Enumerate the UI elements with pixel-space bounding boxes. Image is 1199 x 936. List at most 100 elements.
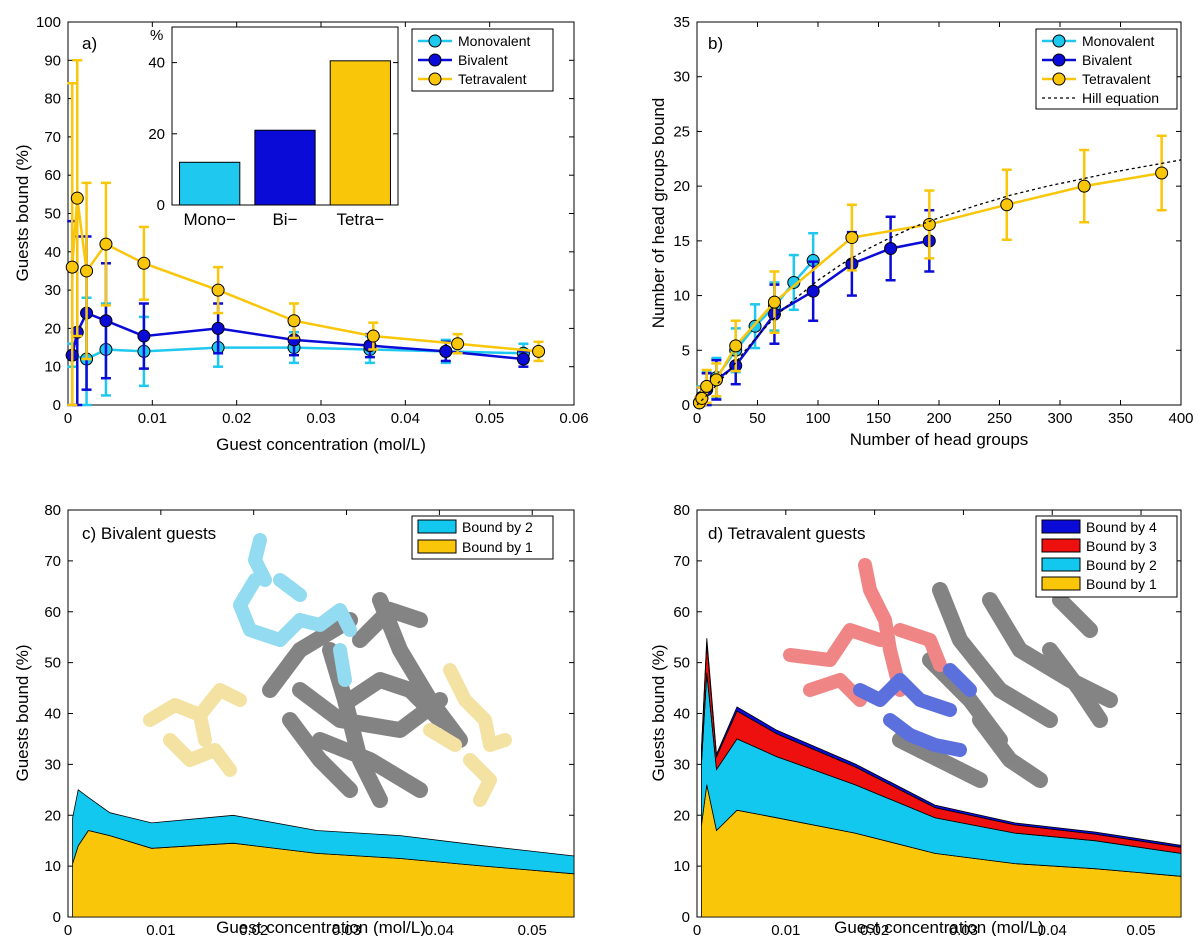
panel-a-legend: Monovalent Bivalent Tetravalent [411, 28, 554, 92]
panel-d-area-bound-by-4 [701, 638, 1182, 848]
panel-a-x-tick-label: 0 [64, 410, 72, 427]
panel-d-y-tick-label: 0 [682, 909, 690, 926]
panel-d-y-tick-label: 70 [673, 553, 690, 570]
panel-a-x-tick-label: 0.06 [559, 410, 588, 427]
legend-d-swatch-bound-by-2 [1041, 557, 1081, 572]
panel-a-point-tetravalent [80, 264, 94, 278]
panel-d-x-axis-label: Guest concentration (mol/L) [834, 918, 1044, 936]
panel-a-point-tetravalent [451, 337, 465, 351]
panel-a-y-tick-label: 10 [44, 359, 61, 376]
panel-b-x-tick-label: 350 [1108, 410, 1133, 427]
panel-b-x-axis-label: Number of head groups [850, 430, 1029, 449]
inset-y-tick-label: 20 [148, 126, 165, 143]
panel-d-x-tick-label: 0.05 [1126, 922, 1155, 936]
panel-a-line-bivalent [70, 311, 524, 361]
panel-b-legend: Monovalent Bivalent Tetravalent Hill equ… [1035, 28, 1178, 110]
panel-b-point-bivalent [806, 284, 820, 298]
panel-a-x-axis-label: Guest concentration (mol/L) [216, 435, 426, 454]
panel-b-point-tetravalent [700, 379, 714, 393]
panel-b-point-bivalent [884, 242, 898, 256]
panel-a-y-tick-label: 30 [44, 282, 61, 299]
legend-d-label-bound-by-1: Bound by 1 [1086, 576, 1157, 592]
inset-unit-label: % [150, 27, 163, 44]
legend-b-marker-monovalent [1052, 34, 1066, 48]
legend-marker-tetravalent [428, 72, 442, 86]
panel-c-x-tick-label: 0.05 [518, 922, 547, 936]
inset-bar-bi [254, 129, 316, 206]
panel-b-point-tetravalent [922, 217, 936, 231]
panel-a-point-bivalent [439, 344, 453, 358]
panel-a-point-tetravalent [99, 237, 113, 251]
panel-a-y-tick-label: 90 [44, 52, 61, 69]
panel-c-y-tick-label: 40 [44, 706, 61, 723]
inset-bar-mono [179, 161, 241, 206]
panel-a-point-tetravalent [532, 344, 546, 358]
panel-d-y-axis-label: Guests bound (%) [649, 644, 668, 781]
inset-category-label: Tetra− [336, 210, 384, 229]
legend-b-label-hill: Hill equation [1082, 90, 1159, 106]
inset-y-tick-label: 0 [157, 197, 165, 214]
panel-b-x-tick-label: 400 [1168, 410, 1193, 427]
panel-a-point-tetravalent [70, 191, 84, 205]
panel-a-point-tetravalent [287, 314, 301, 328]
panel-b-y-tick-label: 0 [682, 397, 690, 414]
tetra-dendrimer-core-shape [892, 582, 1118, 788]
panel-a-x-tick-label: 0.01 [138, 410, 167, 427]
panel-d-x-tick-label: 0.02 [860, 922, 889, 936]
panel-d-y-tick-label: 80 [673, 502, 690, 519]
panel-a-x-tick-label: 0.04 [391, 410, 420, 427]
inset-category-label: Mono− [183, 210, 236, 229]
panel-a-point-bivalent [99, 314, 113, 328]
panel-a-y-tick-label: 40 [44, 244, 61, 261]
panel-b-y-tick-label: 30 [673, 69, 690, 86]
panel-b-point-tetravalent [729, 339, 743, 353]
legend-d-label-bound-by-2: Bound by 2 [1086, 557, 1157, 573]
legend-label-bivalent: Bivalent [458, 52, 508, 68]
panel-d-y-tick-label: 10 [673, 858, 690, 875]
panel-d-y-tick-label: 20 [673, 807, 690, 824]
legend-marker-bivalent [428, 53, 442, 67]
panel-b-line-chart: 0 50 100 150 200 250 300 350 400 0 5 10 15 20 25 30 35 b… [649, 14, 1194, 449]
panel-b-x-tick-label: 0 [693, 410, 701, 427]
legend-d-swatch-bound-by-3 [1041, 538, 1081, 553]
panel-a-y-tick-label: 20 [44, 320, 61, 337]
panel-d-x-tick-label: 0.03 [949, 922, 978, 936]
panel-d-area-chart: 0 0.01 0.02 0.03 0.04 0.05 0 10 20 30 40 50 60 70 80 d… [649, 502, 1182, 936]
panel-a-x-tick-label: 0.02 [222, 410, 251, 427]
panel-d-label: d) Tetravalent guests [708, 524, 866, 543]
panel-b-y-tick-label: 15 [673, 233, 690, 250]
panel-b-y-tick-label: 20 [673, 178, 690, 195]
panel-b-point-tetravalent [695, 391, 709, 405]
panel-a-point-tetravalent [366, 329, 380, 343]
panel-b-y-tick-label: 10 [673, 288, 690, 305]
panel-c-y-tick-label: 10 [44, 858, 61, 875]
legend-b-marker-tetravalent [1052, 72, 1066, 86]
panel-c-y-tick-label: 30 [44, 756, 61, 773]
panel-b-point-tetravalent [1077, 179, 1091, 193]
panel-c-area-bound-by-2 [72, 789, 575, 875]
panel-b-x-tick-label: 100 [805, 410, 830, 427]
panel-a-point-tetravalent [137, 256, 151, 270]
panel-b-x-tick-label: 150 [866, 410, 891, 427]
panel-c-legend: Bound by 2 Bound by 1 [411, 515, 554, 560]
tetra-guest-bound-by-3-shape [783, 558, 947, 707]
panel-a-y-axis-label: Guests bound (%) [13, 144, 32, 281]
legend-label-tetravalent: Tetravalent [458, 71, 527, 87]
panel-c-area-chart: 0 0.01 0.02 0.03 0.04 0.05 0 10 20 30 40 50 60 70 80 c… [13, 502, 575, 936]
bivalent-guest-bound-by-2-shape [233, 533, 357, 687]
legend-d-swatch-bound-by-4 [1041, 519, 1081, 534]
panel-c-y-tick-label: 0 [53, 909, 61, 926]
panel-b-x-tick-label: 250 [987, 410, 1012, 427]
panel-a-y-tick-label: 60 [44, 167, 61, 184]
panel-a-y-tick-label: 0 [53, 397, 61, 414]
panel-c-x-tick-label: 0.03 [332, 922, 361, 936]
bivalent-guest-bound-by-1-shape [143, 663, 512, 807]
panel-b-y-tick-label: 35 [673, 14, 690, 31]
bivalent-molecule-illustration [143, 533, 512, 808]
panel-c-y-axis-label: Guests bound (%) [13, 644, 32, 781]
legend-marker-monovalent [428, 34, 442, 48]
panel-a-y-tick-label: 70 [44, 129, 61, 146]
panel-a-y-tick-label: 100 [36, 14, 61, 31]
panel-b-y-tick-label: 5 [682, 342, 690, 359]
